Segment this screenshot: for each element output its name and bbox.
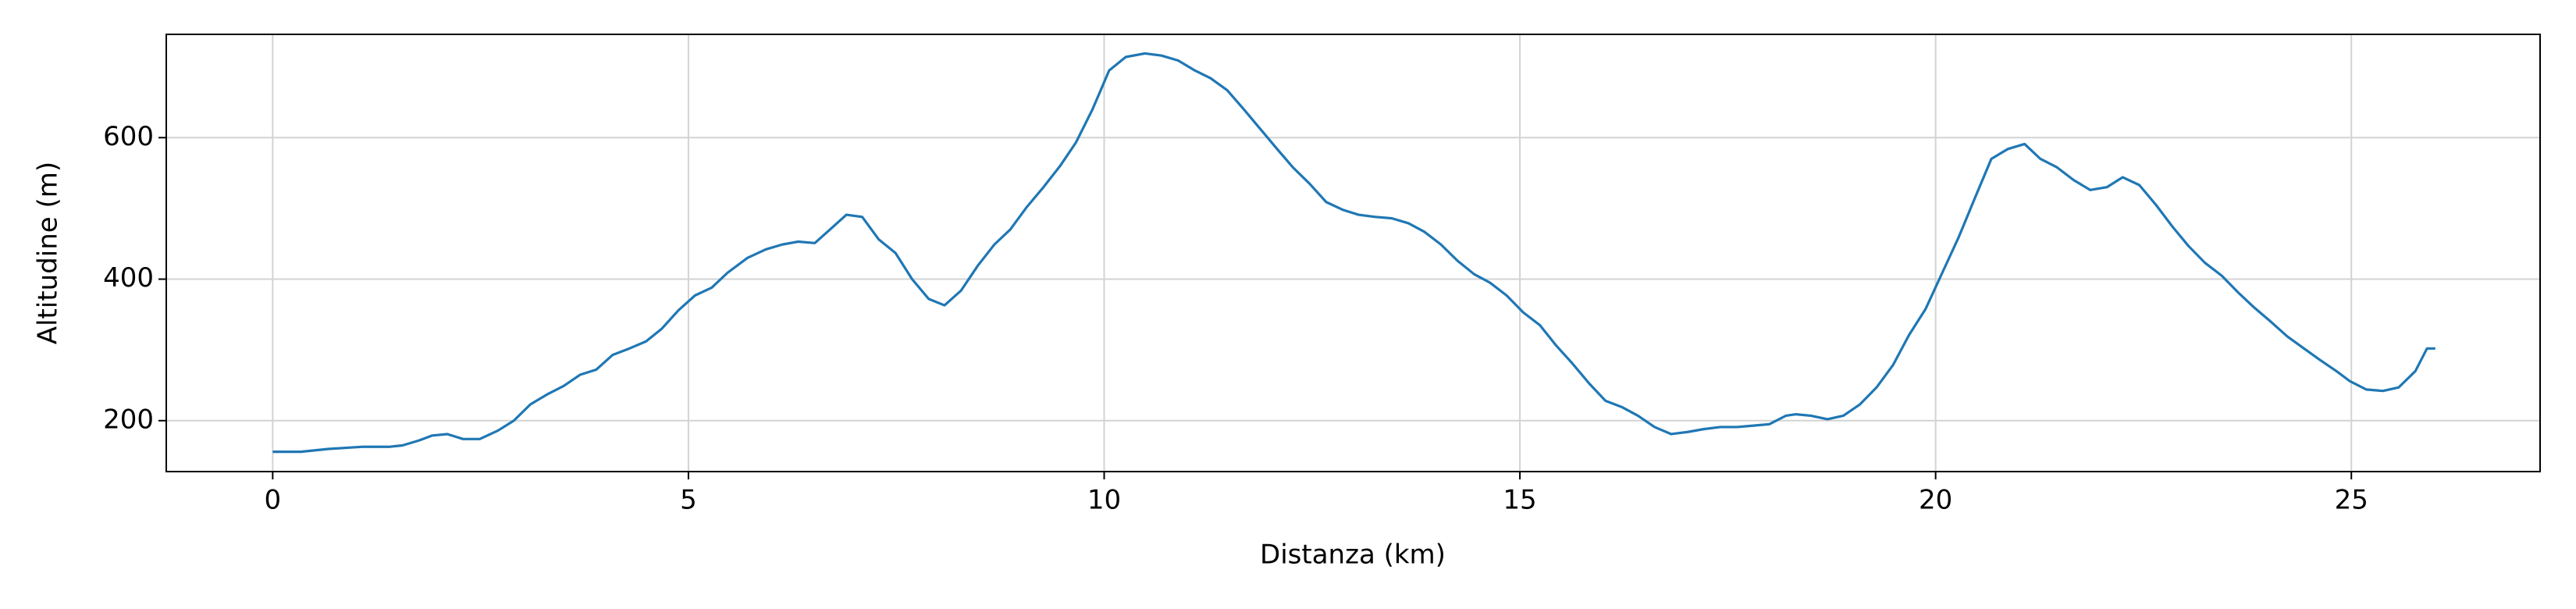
x-tick-label: 20 [1919,485,1952,516]
line-series [272,52,2435,454]
y-tick-label: 200 [103,404,154,435]
plot-frame [165,34,2541,472]
y-axis-label: Altitudine (m) [33,162,64,344]
x-tick-label: 15 [1503,485,1536,516]
x-axis-label: Distanza (km) [1260,540,1446,571]
x-tick-label: 10 [1087,485,1121,516]
x-tick-label: 25 [2335,485,2368,516]
x-tick-label: 5 [680,485,697,516]
x-tick-label: 0 [265,485,282,516]
y-tick-label: 600 [103,121,154,152]
y-tick-label: 400 [103,262,154,294]
